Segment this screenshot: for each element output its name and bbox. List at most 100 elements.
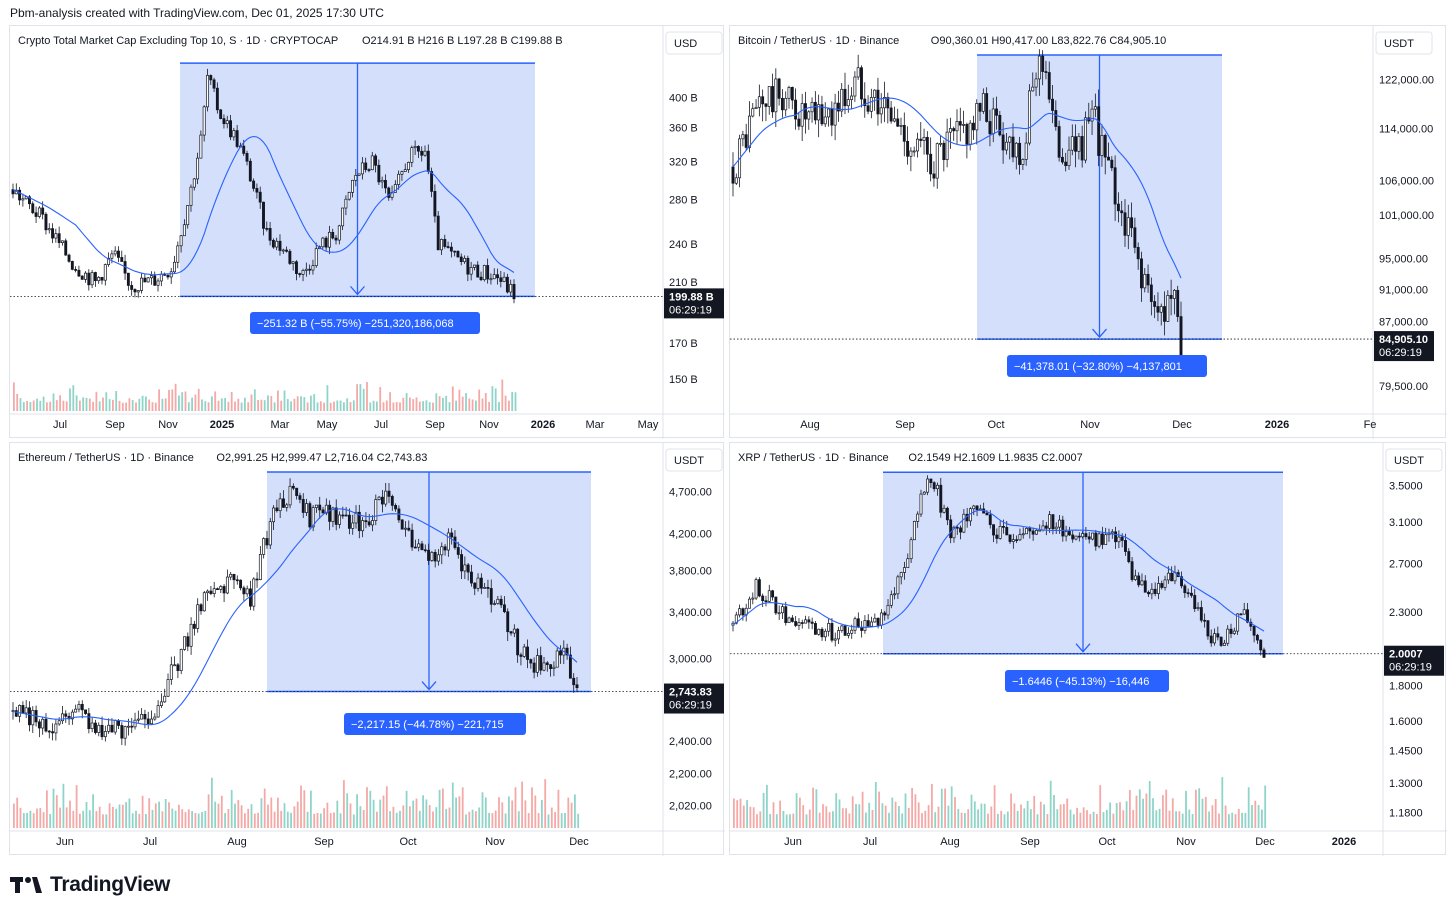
- chart-panel-eth[interactable]: Ethereum / TetherUS · 1D · Binance O2,991…: [9, 442, 725, 856]
- candle-body: [433, 551, 437, 562]
- measure-label-text: −1.6446 (−45.13%) −16,446: [1012, 676, 1149, 688]
- volume-bar: [191, 397, 193, 411]
- candle-body: [1018, 534, 1022, 541]
- candle-body: [1051, 514, 1055, 530]
- volume-bar: [105, 392, 108, 411]
- volume-bar: [828, 812, 831, 828]
- candle-body: [1067, 531, 1071, 536]
- candle-body: [840, 88, 844, 112]
- volume-bar: [1039, 801, 1042, 828]
- volume-bar: [1003, 814, 1006, 828]
- volume-bar: [257, 812, 259, 828]
- volume-bar: [521, 781, 523, 828]
- candle-body: [1153, 588, 1157, 594]
- candle-body: [324, 504, 328, 514]
- volume-bar: [746, 800, 748, 828]
- volume-bar: [385, 786, 388, 828]
- candle-body: [968, 122, 972, 145]
- volume-bar: [1066, 798, 1069, 828]
- candle-body: [229, 120, 232, 138]
- volume-bar: [422, 795, 424, 828]
- candle-body: [364, 162, 368, 170]
- volume-bar: [1089, 814, 1092, 828]
- volume-bar: [825, 806, 828, 828]
- candle-body: [278, 498, 282, 512]
- volume-bar: [395, 812, 398, 828]
- tradingview-logo[interactable]: TradingView: [10, 872, 170, 898]
- volume-bar: [75, 395, 78, 411]
- candle-body: [146, 277, 150, 283]
- volume-bar: [769, 814, 772, 828]
- candle-body: [932, 173, 936, 179]
- candle-body: [1193, 595, 1197, 610]
- volume-bar: [795, 793, 798, 828]
- candle-body: [470, 571, 473, 584]
- volume-bar: [128, 398, 131, 411]
- candle-body: [1031, 530, 1035, 535]
- volume-bar: [1046, 814, 1049, 828]
- candle-body: [840, 625, 844, 631]
- volume-bar: [1069, 809, 1072, 828]
- volume-bar: [82, 810, 85, 828]
- candle-body: [371, 520, 374, 526]
- candle-body: [995, 534, 999, 539]
- candle-body: [813, 101, 817, 121]
- candle-body: [344, 514, 348, 517]
- candle-body: [820, 104, 824, 125]
- candle-body: [28, 707, 31, 726]
- candle-body: [34, 212, 38, 217]
- candle-body: [1090, 108, 1094, 122]
- volume-bar: [815, 789, 818, 828]
- candle-body: [216, 588, 219, 591]
- candle-body: [390, 496, 394, 506]
- volume-bar: [181, 809, 184, 828]
- volume-bar: [465, 393, 467, 411]
- volume-bar: [1145, 793, 1148, 828]
- volume-bar: [1165, 789, 1168, 828]
- candle-body: [367, 521, 371, 526]
- candle-body: [61, 713, 64, 722]
- candle-body: [1196, 607, 1200, 610]
- candle-body: [196, 604, 200, 629]
- volume-bar: [349, 402, 352, 411]
- candle-body: [777, 78, 781, 99]
- candle-body: [896, 576, 900, 595]
- chart-svg: XRP / TetherUS · 1D · Binance O2.1549 H2.…: [730, 443, 1447, 856]
- price-tag-countdown: 06:29:19: [669, 700, 712, 712]
- volume-bar: [75, 785, 78, 828]
- volume-bar: [554, 812, 556, 828]
- candle-body: [80, 275, 84, 280]
- candle-body: [1262, 649, 1266, 658]
- volume-bar: [306, 811, 309, 828]
- volume-bar: [894, 801, 897, 828]
- candle-body: [505, 276, 509, 293]
- candle-body: [288, 485, 292, 506]
- chart-panel-xrp[interactable]: XRP / TetherUS · 1D · Binance O2.1549 H2.…: [729, 442, 1447, 856]
- candle-body: [341, 207, 345, 227]
- volume-bar: [891, 797, 894, 828]
- chart-panel-crypto-cap[interactable]: Crypto Total Market Cap Excluding Top 10…: [9, 25, 725, 439]
- candle-body: [169, 664, 173, 680]
- candle-body: [189, 186, 193, 206]
- candle-body: [54, 233, 58, 239]
- chart-panel-btc[interactable]: Bitcoin / TetherUS · 1D · Binance O90,360…: [729, 25, 1447, 439]
- volume-bar: [1056, 809, 1059, 828]
- candle-body: [143, 277, 147, 283]
- candle-body: [354, 511, 358, 524]
- volume-bar: [970, 794, 973, 828]
- candle-body: [311, 507, 315, 528]
- candle-body: [450, 532, 454, 538]
- candle-body: [291, 485, 295, 489]
- volume-bar: [484, 393, 487, 411]
- measure-arrow-head: [421, 681, 437, 691]
- volume-bar: [1148, 781, 1151, 828]
- volume-bar: [333, 401, 335, 411]
- candle-body: [952, 526, 956, 539]
- volume-bar: [782, 810, 785, 828]
- measure-label-text: −41,378.01 (−32.80%) −4,137,801: [1014, 361, 1182, 373]
- volume-bar: [927, 805, 930, 828]
- candle-body: [1014, 142, 1018, 158]
- candle-body: [64, 240, 68, 256]
- volume-bar: [220, 795, 223, 828]
- volume-bar: [494, 388, 497, 411]
